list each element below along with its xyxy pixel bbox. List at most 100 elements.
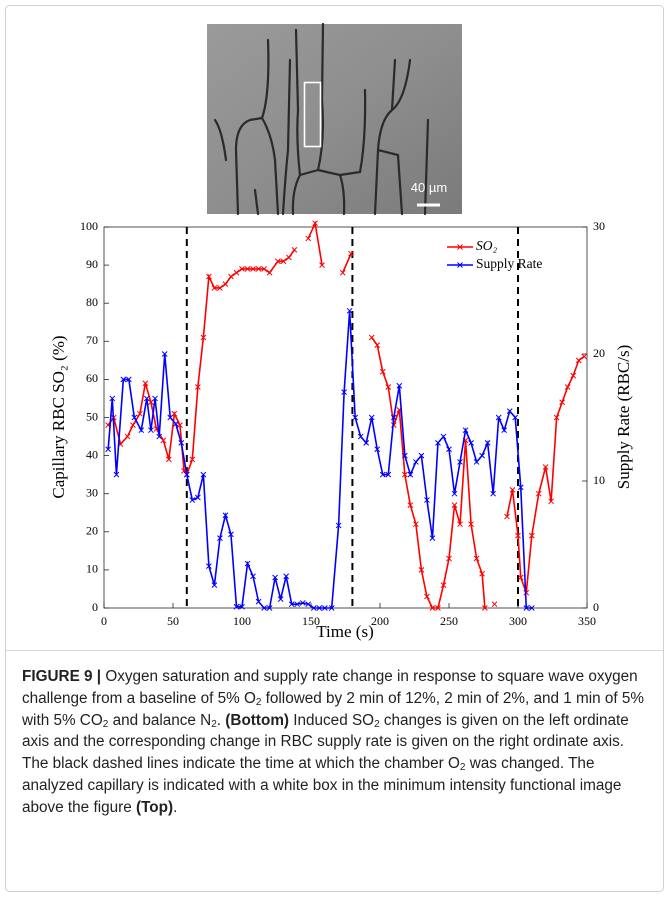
x-tick-label: 150 xyxy=(302,614,320,628)
y2-axis-label: Supply Rate (RBC/s) xyxy=(614,345,633,490)
marker xyxy=(429,535,436,542)
marker xyxy=(109,395,116,402)
marker xyxy=(161,351,168,357)
marker xyxy=(501,427,508,434)
marker xyxy=(211,285,218,291)
marker xyxy=(335,522,342,529)
marker xyxy=(222,281,229,288)
marker xyxy=(305,235,312,242)
marker xyxy=(250,573,256,580)
marker xyxy=(321,605,328,611)
x-tick-label: 100 xyxy=(233,614,251,628)
marker xyxy=(250,266,256,272)
marker xyxy=(379,368,386,375)
marker xyxy=(457,459,463,465)
caption-text: changes is given on the left ordinate ax… xyxy=(22,711,629,773)
marker xyxy=(177,422,183,428)
marker xyxy=(490,490,497,497)
marker xyxy=(244,560,251,567)
marker xyxy=(319,262,325,268)
subscript: 2 xyxy=(374,718,380,730)
marker xyxy=(379,471,386,478)
marker xyxy=(124,433,131,440)
marker xyxy=(429,605,436,611)
caption-label: FIGURE 9 | xyxy=(22,668,102,685)
marker xyxy=(413,521,419,528)
caption-bold: (Top) xyxy=(135,798,174,816)
marker xyxy=(261,266,267,272)
marker xyxy=(239,603,245,610)
marker xyxy=(211,582,218,588)
marker xyxy=(553,414,560,421)
marker xyxy=(385,471,392,478)
marker xyxy=(517,574,524,581)
marker xyxy=(105,446,111,453)
caption-text: was changed. The analyzed capillary is i… xyxy=(22,755,622,816)
y-tick-label: 30 xyxy=(86,485,98,499)
caption-text: followed by 2 min of 12%, 2 min of 2%, a… xyxy=(22,689,645,729)
marker xyxy=(418,567,425,573)
marker xyxy=(120,376,127,383)
subscript: 2 xyxy=(102,718,109,730)
marker xyxy=(528,605,535,611)
scale-label: 40 µm xyxy=(411,180,447,195)
marker xyxy=(413,459,419,465)
marker xyxy=(239,266,245,272)
y2-tick-label: 10 xyxy=(593,473,605,487)
marker xyxy=(517,484,524,491)
marker xyxy=(446,555,452,562)
subscript: 2 xyxy=(211,718,217,730)
y-tick-label: 40 xyxy=(86,447,98,461)
marker xyxy=(178,440,185,446)
marker xyxy=(143,395,150,402)
x-tick-label: 250 xyxy=(440,614,458,628)
marker xyxy=(440,433,447,440)
marker xyxy=(473,459,480,465)
marker xyxy=(194,384,201,390)
y-tick-label: 100 xyxy=(80,219,98,233)
marker xyxy=(275,258,281,265)
marker xyxy=(457,521,463,528)
caption-text: . xyxy=(216,711,226,729)
marker xyxy=(194,494,201,501)
marker xyxy=(341,389,347,395)
marker xyxy=(512,414,519,421)
y-tick-label: 50 xyxy=(86,409,98,423)
marker xyxy=(559,399,566,406)
marker xyxy=(509,487,516,493)
figure-frame xyxy=(5,5,664,892)
marker xyxy=(189,497,196,503)
marker xyxy=(131,414,138,421)
marker xyxy=(328,605,335,611)
marker xyxy=(261,605,267,611)
marker xyxy=(217,285,223,291)
legend-label: SO₂ xyxy=(476,238,497,253)
marker xyxy=(440,582,447,588)
marker xyxy=(575,357,582,364)
caption: FIGURE 9 | Oxygen saturation and supply … xyxy=(22,666,650,819)
marker xyxy=(506,408,513,415)
marker xyxy=(385,384,392,390)
marker xyxy=(339,269,346,276)
marker xyxy=(125,376,132,383)
marker xyxy=(233,269,240,276)
marker xyxy=(138,427,145,434)
marker xyxy=(167,414,174,421)
marker xyxy=(407,502,414,508)
marker xyxy=(457,262,463,268)
caption-text: and balance N xyxy=(108,711,212,729)
marker xyxy=(113,471,120,478)
marker xyxy=(183,471,190,478)
marker xyxy=(286,254,292,261)
x-tick-label: 350 xyxy=(578,614,596,628)
marker xyxy=(528,532,535,539)
y-tick-label: 90 xyxy=(86,257,98,271)
marker xyxy=(424,497,430,503)
marker xyxy=(523,605,530,611)
marker xyxy=(401,452,408,459)
marker xyxy=(357,433,364,440)
marker xyxy=(570,372,577,379)
x-tick-label: 300 xyxy=(509,614,527,628)
